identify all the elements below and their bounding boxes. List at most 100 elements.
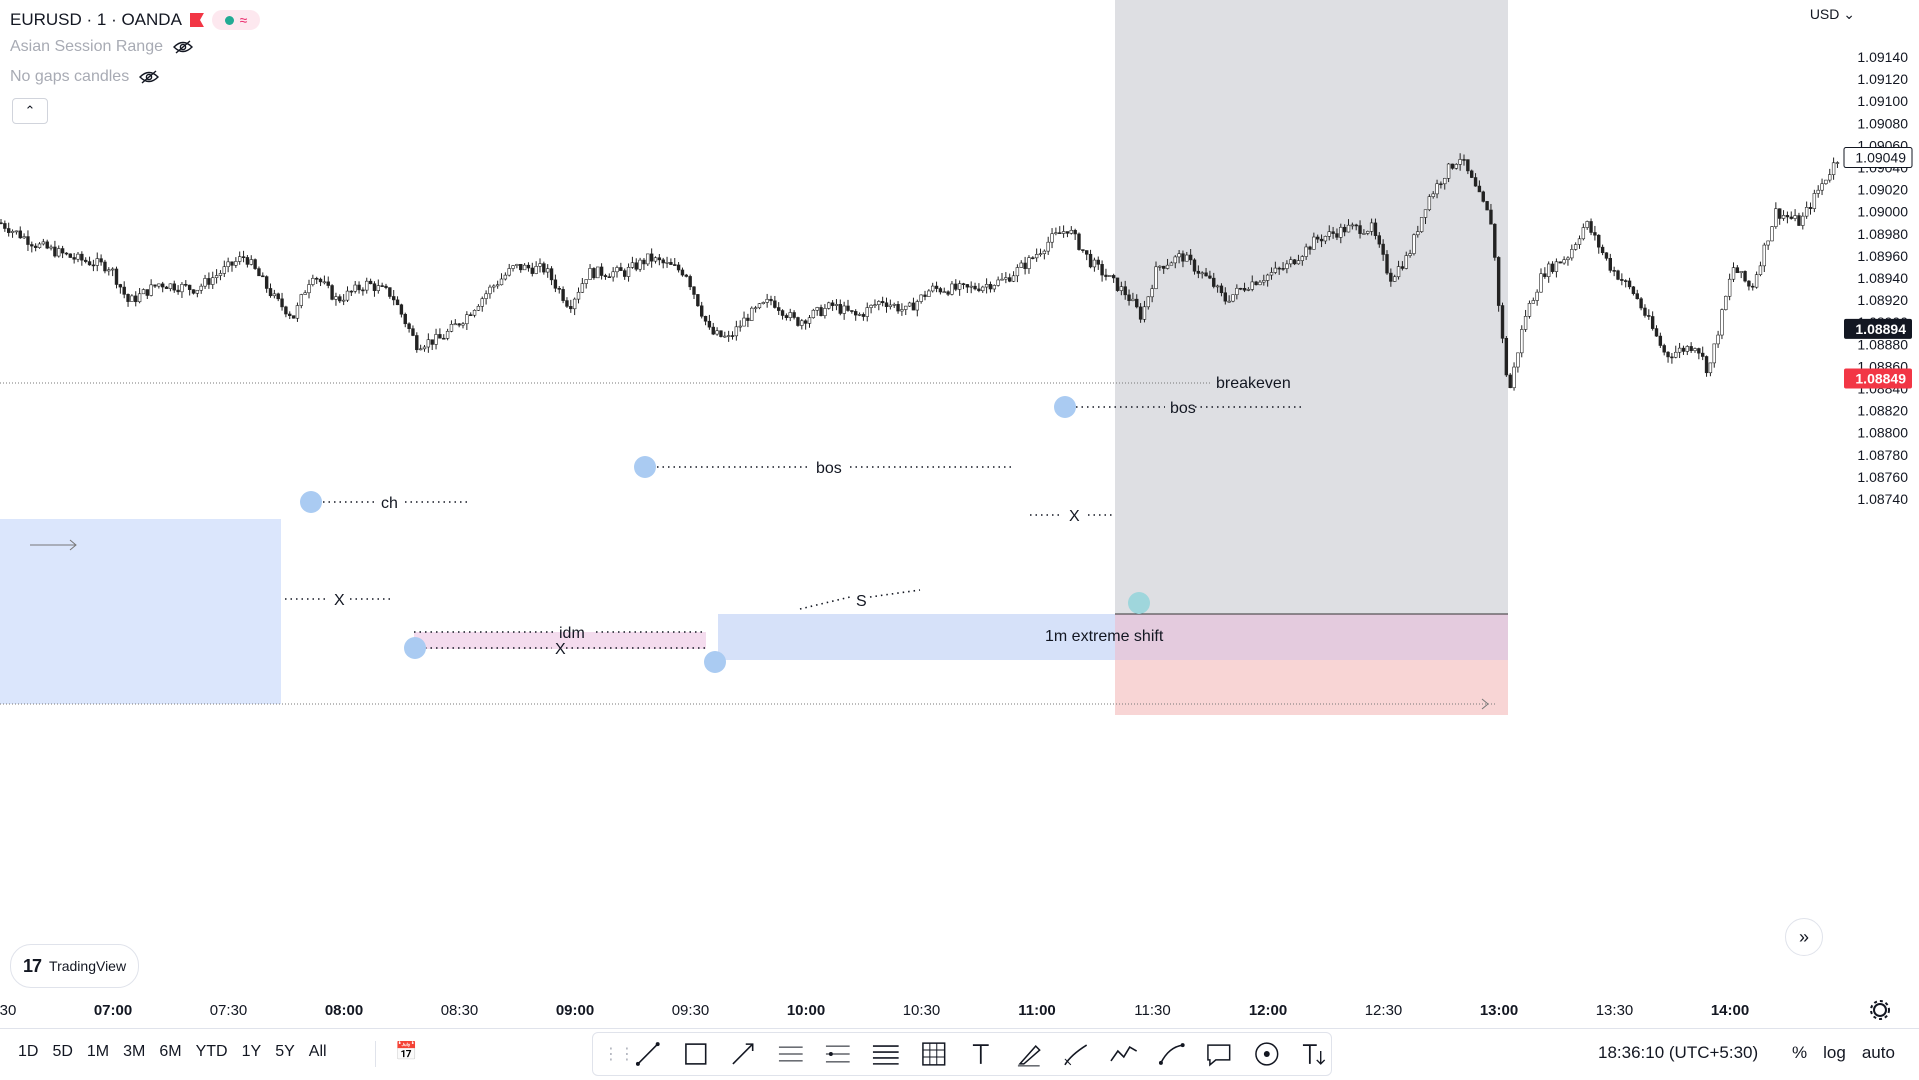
candle-body [815, 307, 819, 311]
candle-body [553, 279, 558, 289]
candle-body [896, 304, 900, 312]
candle-body [299, 294, 303, 306]
candle-body [853, 311, 858, 316]
candle-body [1758, 265, 1763, 275]
candle-body [784, 315, 789, 318]
range-1d[interactable]: 1D [18, 1043, 39, 1060]
candle-body [1358, 225, 1362, 234]
scroll-to-realtime-button[interactable]: » [1785, 918, 1823, 956]
candle-body [303, 292, 307, 295]
candle-body [1508, 374, 1512, 389]
text-tool-icon[interactable] [964, 1037, 998, 1071]
range-ytd[interactable]: YTD [195, 1043, 228, 1060]
auto-scale-button[interactable]: auto [1861, 1043, 1895, 1062]
candle-body [1747, 280, 1751, 287]
candle-body [599, 266, 604, 276]
measure-icon[interactable] [1250, 1037, 1284, 1071]
market-status-pill[interactable]: ≈ [211, 10, 260, 30]
symbol-title[interactable]: EURUSD · 1 · OANDA [10, 10, 182, 29]
candle-body [153, 284, 157, 287]
price-chart[interactable]: ch X idm X bos S bos X breakeven 1m extr… [0, 0, 1919, 1028]
arrow-icon[interactable] [726, 1037, 760, 1071]
brush-icon[interactable] [1012, 1037, 1046, 1071]
candle-body [1373, 222, 1378, 236]
candle-body [1246, 289, 1251, 291]
candle-body [1824, 179, 1828, 185]
candle-body [1735, 267, 1740, 274]
candle-body [1812, 193, 1817, 209]
candle-body [1820, 183, 1824, 191]
collapse-legend-button[interactable]: ⌃ [12, 98, 48, 124]
path-icon[interactable] [1155, 1037, 1189, 1071]
date-range-calendar-icon[interactable]: 📅 [395, 1041, 418, 1061]
candle-body [1766, 240, 1770, 246]
tradingview-logo[interactable]: 17 TradingView [10, 944, 140, 988]
price-axis[interactable]: 1.091401.091201.091001.090801.090601.090… [1857, 49, 1908, 507]
candle-body [1346, 224, 1351, 233]
indicator-row[interactable]: No gaps candles [10, 62, 260, 92]
currency-selector[interactable]: USD ⌄ [1810, 6, 1855, 23]
range-6m[interactable]: 6M [159, 1043, 182, 1060]
range-3m[interactable]: 3M [123, 1043, 146, 1060]
candle-body [1473, 177, 1478, 187]
range-5d[interactable]: 5D [52, 1043, 73, 1060]
time-axis[interactable]: 30 07:00 07:30 08:00 08:30 09:00 09:30 10:00 10:… [0, 1002, 1749, 1019]
flag-icon[interactable] [189, 13, 204, 27]
pitchfork-icon[interactable] [821, 1037, 855, 1071]
candle-body [973, 285, 977, 290]
parallel-channel-icon[interactable] [869, 1037, 903, 1071]
candle-body [1689, 346, 1693, 351]
price-label-box [1843, 147, 1913, 169]
candle-body [184, 284, 188, 286]
symbol-row[interactable]: EURUSD · 1 · OANDA ≈ [10, 8, 260, 32]
callout-icon[interactable] [1202, 1037, 1236, 1071]
price-label: 1.08849 [1855, 371, 1906, 387]
wave-icon: ≈ [239, 12, 248, 28]
price-tick-label: 1.08820 [1857, 403, 1908, 419]
candle-body [1493, 223, 1497, 258]
range-5y[interactable]: 5Y [275, 1043, 295, 1060]
highlighter-icon[interactable] [1059, 1037, 1093, 1071]
candle-body [1562, 259, 1566, 264]
annotation-ch: ch [381, 495, 398, 512]
candle-body [272, 293, 277, 297]
range-1m[interactable]: 1M [86, 1043, 110, 1060]
grid-icon[interactable] [917, 1037, 951, 1071]
indicator-label[interactable]: No gaps candles [10, 68, 130, 85]
candle-body [1393, 276, 1397, 282]
candle-body [357, 284, 361, 291]
eye-hidden-icon[interactable] [172, 40, 193, 54]
candle-body [919, 294, 923, 302]
candle-body [1050, 233, 1054, 243]
candle-body [865, 307, 869, 317]
candle-body [1816, 189, 1820, 194]
rectangle-icon[interactable] [679, 1037, 713, 1071]
pattern-icon[interactable] [1107, 1037, 1141, 1071]
text-size-icon[interactable] [1297, 1037, 1331, 1071]
candle-body [176, 289, 180, 293]
clock-timezone[interactable]: 18:36:10 (UTC+5:30) [1598, 1043, 1759, 1062]
drag-handle-icon[interactable]: ⋮⋮ [603, 1046, 635, 1063]
fib-retracement-icon[interactable] [774, 1037, 808, 1071]
candle-body [1423, 209, 1428, 218]
candle-body [1061, 231, 1066, 234]
candle-body [830, 302, 835, 306]
indicator-label[interactable]: Asian Session Range [10, 38, 163, 55]
eye-hidden-icon[interactable] [139, 70, 160, 84]
percent-scale-button[interactable]: % [1792, 1043, 1808, 1062]
candle-body [268, 288, 273, 297]
candle-body [334, 296, 338, 300]
candle-body [253, 259, 257, 269]
range-1y[interactable]: 1Y [241, 1043, 262, 1060]
settings-icon[interactable] [1870, 1000, 1890, 1020]
candle-body [1381, 243, 1385, 255]
candle-body [630, 262, 635, 268]
log-scale-button[interactable]: log [1823, 1043, 1846, 1062]
range-all[interactable]: All [308, 1043, 327, 1060]
candle-body [696, 294, 700, 307]
candle-body [1215, 285, 1220, 288]
trend-line-icon[interactable] [631, 1037, 665, 1071]
candle-body [1477, 185, 1482, 193]
candle-body [992, 285, 997, 290]
indicator-row[interactable]: Asian Session Range [10, 32, 260, 62]
